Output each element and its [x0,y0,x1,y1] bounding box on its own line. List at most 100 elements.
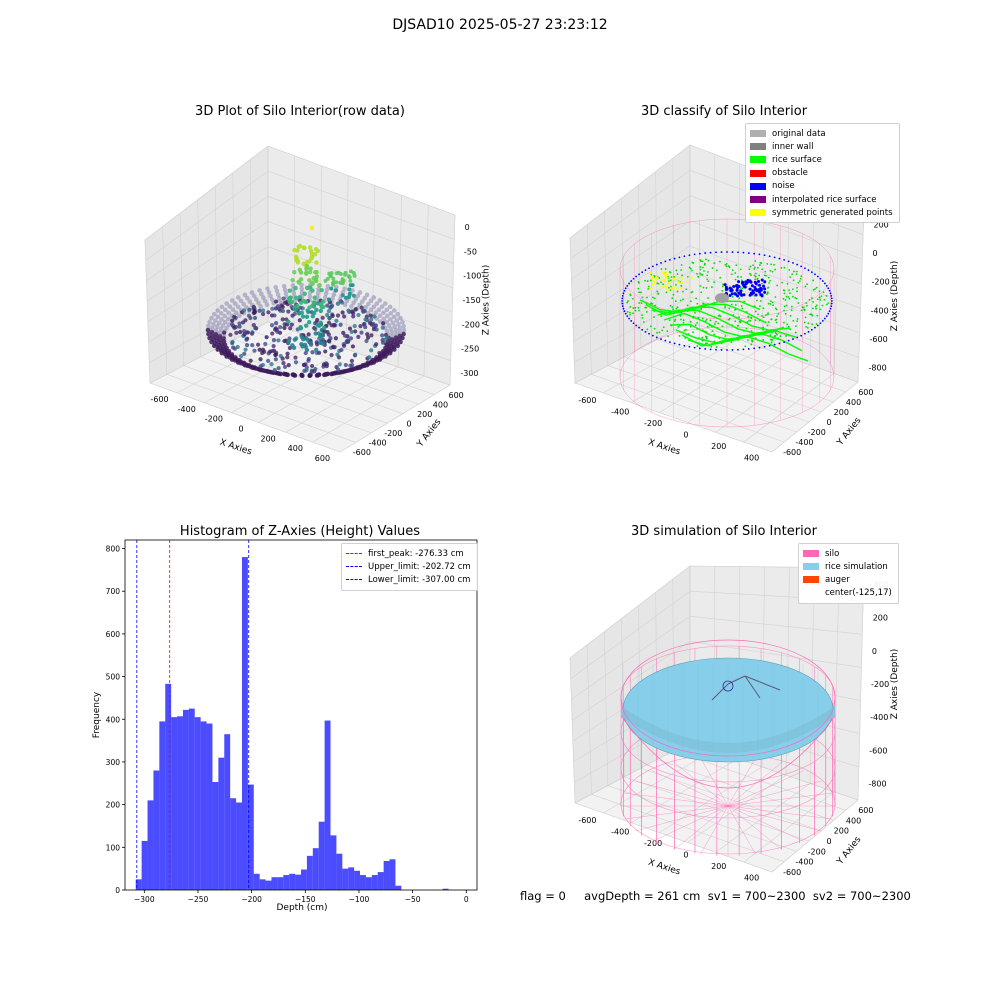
plot2-point [747,339,749,342]
plot4-silo-line [727,792,832,807]
plot2-point [635,324,638,327]
plot2-point [783,259,786,261]
plot4-silo-line [727,805,832,820]
plot1-point [237,324,242,329]
plot2-point [646,328,649,331]
plot2-point [767,286,770,289]
plot1-point [306,356,311,362]
plot2-grid-line [689,296,859,358]
plot1-point [213,335,219,341]
plot1-point [280,356,285,361]
plot1-point [273,306,278,311]
plot1-point [315,248,321,254]
plot2-grid-line [571,220,691,301]
plot1-xtick: 600 [315,454,330,463]
plot2-point [760,278,764,282]
plot2-point [730,341,733,343]
plot2-point [628,317,631,320]
plot2-point [631,297,634,300]
plot2-point [738,320,741,323]
legend-item: first_peak: -276.33 cm [346,547,471,560]
plot1-point [326,338,332,344]
plot2-point [753,347,756,350]
plot4-xtick: -400 [611,827,629,836]
plot2-point [642,321,645,323]
legend-swatch [803,590,819,597]
plot2-point [783,321,785,324]
plot1-point [215,314,221,320]
plot1-point [377,313,383,318]
plot2-point [701,260,704,263]
plot1-grid-line [149,382,341,453]
plot4-ytick: 400 [846,816,861,825]
plot1-point [396,321,401,327]
plot1-ytick: 400 [433,400,448,409]
plot2-point [661,271,665,275]
plot2-point [701,273,704,276]
plot1-point [296,280,302,285]
plot1-point [264,335,269,340]
plot1-point [232,314,237,319]
plot2-grid-line [857,209,865,383]
histogram-xtick-label: −50 [405,895,421,904]
plot2-point [653,316,655,318]
plot2-point [821,320,824,322]
plot1-point [230,318,235,323]
plot2-point [744,345,747,348]
plot1-point [365,335,371,340]
plot2-point [803,321,806,324]
plot1-point [394,318,399,323]
plot2-point [700,308,702,311]
histogram-bar [342,868,349,890]
plot2-point [696,345,699,347]
plot2-point [728,286,732,290]
plot1-point [380,333,385,338]
plot1-point [283,291,289,296]
plot1-point [320,315,325,320]
plot2-point [792,338,794,340]
plot1-point [309,225,315,231]
plot1-point [241,360,247,366]
plot1-point [209,325,215,331]
plot1-point [304,323,309,328]
plot1-point [349,358,355,363]
plot1-point [369,333,374,338]
plot2-title: 3D classify of Silo Interior [640,104,808,119]
plot1-grid-line [146,196,269,282]
plot1-point [314,347,319,353]
plot4-zlabel: Z Axies (Depth) [890,649,900,720]
plot2-point [775,308,778,311]
plot2-xtick: -400 [611,407,629,416]
plot2-point [780,267,783,269]
plot2-point [804,285,807,288]
plot4-grid-line [715,783,811,853]
plot2-point [669,271,672,274]
plot2-point [653,297,656,300]
plot1-point [280,304,285,310]
plot2-point [651,283,654,287]
legend-line [346,579,362,581]
plot1-point [219,304,225,310]
histogram-bar [159,721,166,890]
plot1-point [228,332,233,337]
plot4-grid-line [771,799,859,873]
plot2-point [679,286,682,290]
plot2-rice-curve [681,333,803,352]
plot2-grid-line [624,356,809,423]
plot1-point [302,368,307,374]
plot2-point [676,290,679,293]
plot1-scatter-points [205,225,407,379]
plot2-point [829,292,832,295]
plot2-point [638,282,640,284]
plot2-point [787,325,790,328]
plot2-point [682,319,685,322]
plot2-point [632,307,635,310]
plot2-point [637,287,640,290]
plot2-point [649,287,652,290]
plot1-grid-line [197,199,201,357]
plot4-silo-line [674,762,729,807]
plot2-point [747,279,751,283]
plot2-point [728,293,732,297]
plot2-point [721,285,724,288]
